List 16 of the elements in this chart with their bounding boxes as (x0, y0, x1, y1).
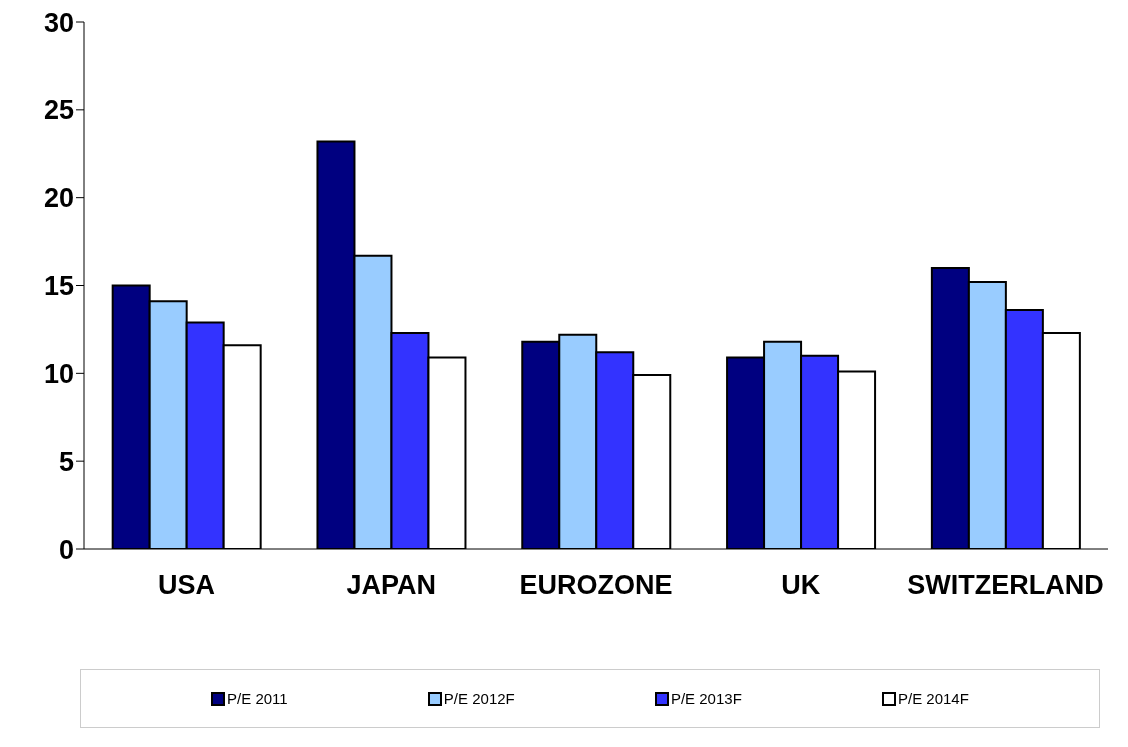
legend-label: P/E 2012F (442, 690, 515, 707)
legend-label: P/E 2014F (897, 690, 969, 707)
y-tick-label: 0 (58, 534, 74, 565)
x-tick-label: UK (781, 570, 821, 601)
y-tick-label: 20 (43, 183, 74, 214)
y-tick-label: 30 (43, 7, 74, 38)
x-tick-label: SWITZERLAND (907, 570, 1104, 601)
y-tick-label: 25 (43, 95, 74, 126)
legend-label: P/E 2013F (669, 690, 742, 707)
legend-label: P/E 2011 (226, 690, 288, 707)
y-tick-label: 5 (58, 446, 74, 477)
x-tick-label: EUROZONE (519, 570, 673, 601)
y-tick-label: 15 (43, 271, 74, 302)
x-tick-label: JAPAN (346, 570, 436, 601)
y-tick-label: 10 (43, 358, 74, 389)
x-tick-label: USA (157, 570, 215, 601)
